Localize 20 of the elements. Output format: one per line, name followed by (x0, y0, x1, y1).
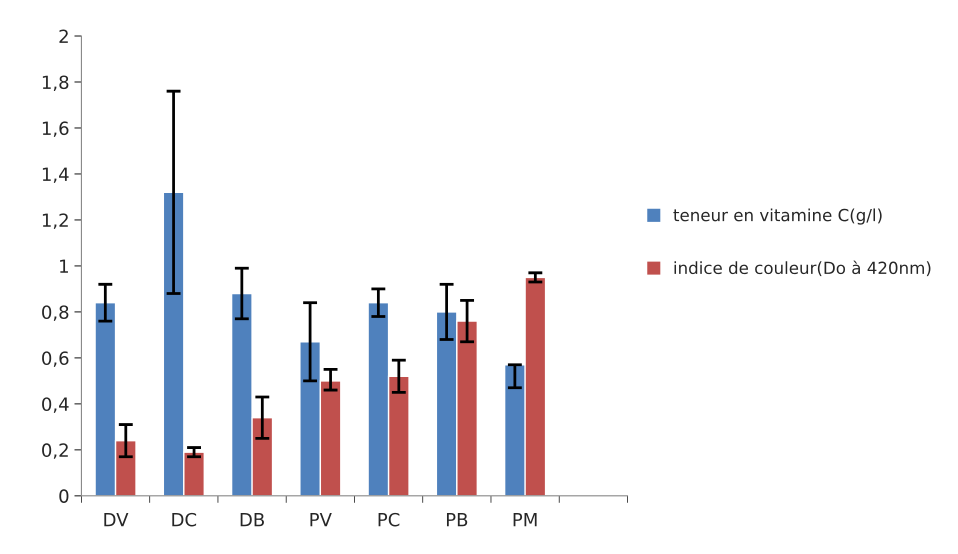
y-tick-label: 1,6 (42, 121, 68, 137)
y-tick-label: 1 (60, 260, 68, 273)
x-tick-label: PB (446, 513, 468, 526)
y-tick-label: 1,4 (42, 168, 69, 183)
x-tick-label: DB (240, 513, 264, 526)
y-tick-label: 0 (59, 489, 68, 503)
y-tick-label: 2 (59, 29, 68, 43)
legend-label: teneur en vitamine C(g/l) (673, 208, 882, 225)
y-tick-label: 0,6 (42, 351, 68, 367)
x-tick-label: DV (104, 513, 128, 526)
x-tick-label: PC (378, 512, 400, 526)
y-tick-label: 0,8 (42, 305, 68, 321)
y-tick-label: 0,4 (42, 397, 69, 413)
x-tick-label: PV (310, 513, 332, 526)
y-tick-label: 1,8 (42, 75, 68, 91)
y-tick-label: 0,2 (42, 443, 68, 459)
x-tick-label: PM (514, 513, 537, 526)
y-tick-label: 1,2 (42, 213, 68, 229)
legend-label: indice de couleur(Do à 420nm) (674, 260, 930, 276)
x-tick-label: DC (172, 512, 196, 526)
